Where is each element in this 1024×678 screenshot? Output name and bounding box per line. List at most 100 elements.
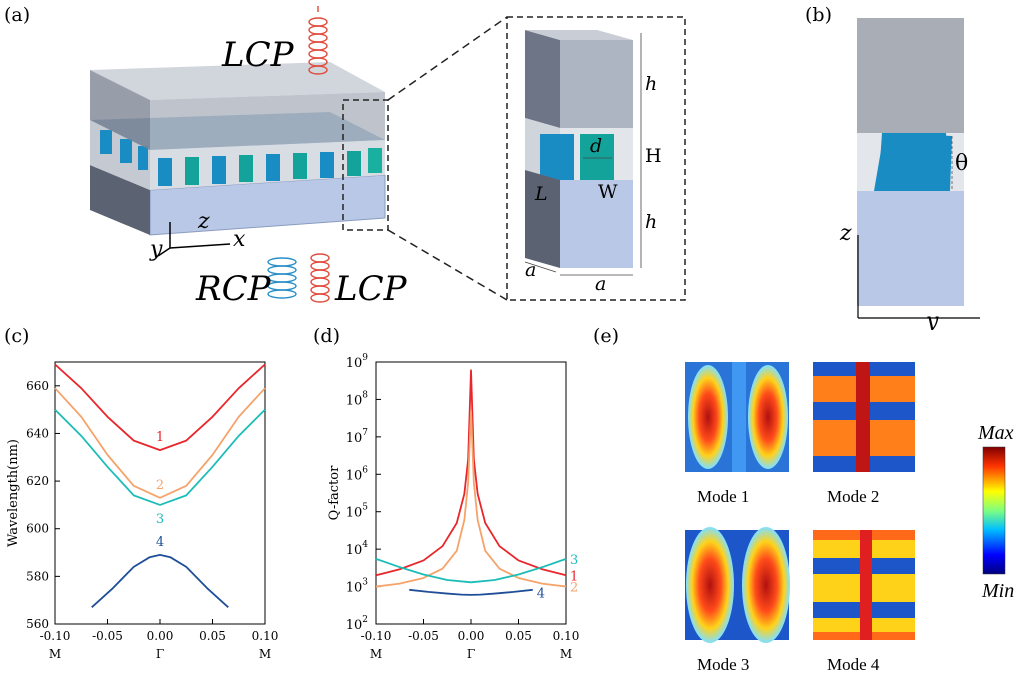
pillar bbox=[239, 155, 253, 182]
series-2-line bbox=[375, 409, 567, 588]
y-tick-label: 104 bbox=[346, 540, 369, 558]
inset-substrate-side bbox=[525, 170, 560, 268]
x-symmetry-label: M bbox=[560, 647, 572, 661]
lcp-bottom-label: LCP bbox=[334, 269, 408, 309]
inset-a-front: a bbox=[595, 273, 606, 295]
axes-triad bbox=[157, 222, 231, 257]
lcp-top-helix-icon bbox=[308, 6, 328, 75]
substrate-left bbox=[90, 165, 150, 235]
x-symmetry-label: M bbox=[259, 647, 271, 661]
y-axis-label: Wavelength(nm) bbox=[6, 439, 21, 547]
pillar bbox=[293, 153, 307, 179]
pillar bbox=[120, 139, 132, 163]
series-3-line bbox=[54, 408, 266, 506]
y-axis-label: Q-factor bbox=[327, 465, 342, 520]
x-tick-label: 0.05 bbox=[505, 629, 532, 643]
series-3-label: 3 bbox=[570, 553, 578, 568]
y-tick-label: 106 bbox=[346, 465, 369, 483]
x-tick-label: 0.00 bbox=[147, 629, 174, 643]
panel-label-d: (d) bbox=[313, 325, 340, 347]
mode-2-caption: Mode 2 bbox=[827, 487, 880, 506]
colorbar bbox=[982, 446, 1006, 575]
y-tick-label: 660 bbox=[26, 379, 49, 393]
y-tick-label: 580 bbox=[26, 569, 49, 583]
plot-frame bbox=[54, 361, 266, 625]
pillar bbox=[158, 158, 172, 186]
x-tick-label: 0.10 bbox=[553, 629, 580, 643]
substrate-cross-section bbox=[857, 191, 964, 306]
panel-b-axes bbox=[857, 235, 980, 319]
series-1-label: 1 bbox=[570, 569, 578, 584]
cover-cross-section bbox=[857, 18, 964, 133]
inset-W: W bbox=[598, 181, 618, 203]
y-tick-label: 103 bbox=[346, 578, 369, 596]
mode-4-map bbox=[813, 530, 915, 640]
y-tick-label: 109 bbox=[346, 353, 369, 371]
panel-b-axis-z: z bbox=[839, 221, 852, 246]
inset-cover-front bbox=[560, 40, 633, 128]
y-tick-label: 600 bbox=[26, 522, 49, 536]
cover-top bbox=[90, 62, 385, 100]
panel-b-axis-y: y bbox=[925, 309, 939, 330]
inset-frame bbox=[506, 16, 686, 301]
y-tick-label: 105 bbox=[346, 503, 369, 521]
rcp-helix-icon bbox=[267, 257, 297, 299]
series-1-label: 1 bbox=[156, 430, 164, 445]
lcp-bottom-helix-icon bbox=[310, 253, 330, 303]
x-tick-label: -0.05 bbox=[408, 629, 439, 643]
series-3-line bbox=[375, 558, 567, 584]
colorbar-max-label: Max bbox=[978, 422, 1014, 444]
inset-cover-side bbox=[525, 30, 560, 128]
cover-front bbox=[150, 92, 385, 150]
mode-2-map bbox=[813, 362, 915, 472]
pillar bbox=[347, 151, 361, 176]
mode-4-caption: Mode 4 bbox=[827, 655, 880, 674]
x-symmetry-label: M bbox=[370, 647, 382, 661]
mode-1-caption: Mode 1 bbox=[697, 487, 750, 506]
inset-cover-top bbox=[525, 30, 633, 40]
zoom-line-bottom bbox=[387, 229, 508, 301]
panel-label-e: (e) bbox=[593, 325, 620, 347]
inset-h-top: h bbox=[645, 73, 657, 95]
mode-3-caption: Mode 3 bbox=[697, 655, 750, 674]
x-symmetry-label: Γ bbox=[156, 647, 164, 661]
pillar bbox=[100, 130, 112, 154]
inset-a-side: a bbox=[525, 259, 536, 281]
zoom-line-top bbox=[387, 16, 508, 101]
tilted-pillar-shape bbox=[874, 133, 952, 191]
y-tick-label: 620 bbox=[26, 474, 49, 488]
rcp-label: RCP bbox=[195, 269, 272, 309]
inset-pillar-right bbox=[580, 134, 614, 180]
inset-pillar-left bbox=[540, 134, 574, 180]
panel-e-maps bbox=[685, 362, 1006, 643]
theta-label: θ bbox=[955, 151, 968, 176]
series-4-line bbox=[91, 554, 229, 608]
colorbar-min-label: Min bbox=[982, 580, 1015, 602]
series-3-label: 3 bbox=[156, 512, 164, 527]
y-tick-label: 107 bbox=[346, 428, 369, 446]
x-tick-label: 0.05 bbox=[199, 629, 226, 643]
series-1-line bbox=[375, 369, 567, 577]
pillar bbox=[185, 157, 199, 185]
chart-c: -0.10 -0.05 0.00 0.05 0.10 M Γ M 560 580 600 620 640… bbox=[6, 361, 279, 661]
inset-d: d bbox=[590, 135, 602, 157]
inset-dimension-lines bbox=[524, 33, 642, 276]
inset-h-bottom: h bbox=[645, 211, 657, 233]
x-tick-label: 0.00 bbox=[458, 629, 485, 643]
axis-z-label: z bbox=[197, 209, 210, 234]
inset-H: H bbox=[645, 145, 662, 167]
inset-L: L bbox=[534, 183, 548, 205]
pillar bbox=[266, 154, 280, 181]
y-tick-label: 560 bbox=[26, 617, 49, 631]
plot-frame bbox=[375, 361, 567, 625]
series-4-line bbox=[409, 588, 533, 596]
inset-substrate-front bbox=[560, 180, 633, 268]
chart-d: -0.10 -0.05 0.00 0.05 0.10M Γ M102103104105106… bbox=[327, 353, 580, 661]
cover-left bbox=[90, 70, 150, 150]
x-symmetry-label: M bbox=[49, 647, 61, 661]
series-2-line bbox=[54, 387, 266, 499]
pillar-array bbox=[100, 130, 382, 186]
series-4-label: 4 bbox=[537, 586, 545, 601]
x-tick-label: -0.05 bbox=[92, 629, 123, 643]
x-tick-label: 0.10 bbox=[252, 629, 279, 643]
